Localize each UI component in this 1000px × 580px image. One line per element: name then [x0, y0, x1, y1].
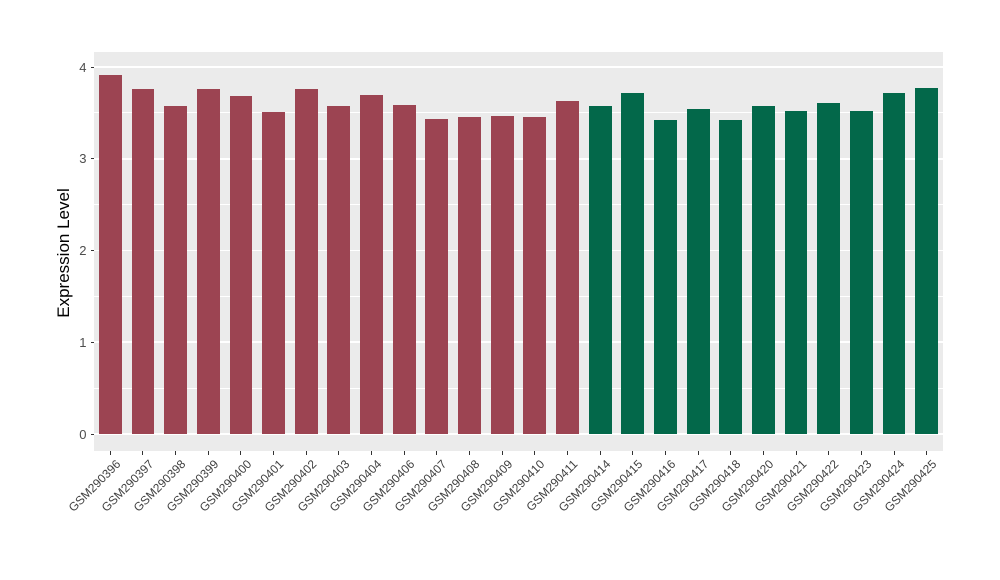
x-tick-mark — [860, 451, 862, 455]
x-tick-mark — [501, 451, 503, 455]
bar — [588, 106, 612, 434]
bar — [458, 117, 481, 434]
x-tick-mark — [371, 451, 373, 455]
major-gridline — [94, 433, 943, 435]
plot-panel — [94, 52, 943, 451]
major-gridline — [94, 66, 943, 68]
x-tick-mark — [469, 451, 471, 455]
x-tick-mark — [730, 451, 732, 455]
bar — [556, 100, 579, 434]
bar — [849, 111, 873, 434]
y-tick-mark — [90, 66, 94, 68]
major-gridline — [94, 249, 943, 252]
x-tick-mark — [762, 451, 764, 455]
y-tick-label: 4 — [79, 59, 87, 75]
bar — [262, 111, 285, 434]
bar — [360, 94, 383, 434]
major-gridline — [94, 157, 943, 160]
x-tick-mark — [207, 451, 209, 455]
bar — [817, 102, 841, 434]
bar — [392, 104, 416, 434]
x-tick-mark — [305, 451, 307, 455]
x-tick-mark — [632, 451, 634, 455]
y-tick-mark — [90, 341, 94, 343]
minor-gridline — [94, 295, 943, 297]
minor-gridline — [94, 112, 943, 114]
x-tick-mark — [893, 451, 895, 455]
y-tick-mark — [90, 433, 94, 435]
x-tick-mark — [240, 451, 242, 455]
bar — [686, 109, 710, 434]
y-tick-label: 3 — [79, 151, 87, 167]
x-tick-mark — [697, 451, 699, 455]
y-tick-mark — [90, 158, 94, 160]
x-tick-mark — [795, 451, 797, 455]
y-tick-label: 2 — [79, 243, 87, 258]
bar — [327, 105, 351, 434]
bar — [751, 105, 775, 434]
bar — [882, 92, 906, 434]
bar — [98, 75, 122, 434]
x-tick-mark — [142, 451, 144, 455]
bar — [523, 117, 547, 434]
x-tick-mark — [436, 451, 438, 455]
bar — [915, 88, 939, 434]
x-tick-mark — [599, 451, 601, 455]
x-tick-mark — [566, 451, 568, 455]
bar — [164, 106, 188, 434]
bar — [621, 92, 645, 434]
y-tick-label: 0 — [79, 426, 87, 442]
x-tick-mark — [926, 451, 928, 455]
minor-gridline — [94, 387, 943, 389]
y-tick-mark — [90, 250, 94, 251]
bar — [490, 115, 514, 434]
x-tick-mark — [664, 451, 666, 455]
x-tick-mark — [534, 451, 536, 455]
bar — [654, 120, 677, 434]
bar — [229, 96, 253, 434]
major-gridline — [94, 341, 943, 344]
bar — [425, 119, 449, 434]
bar — [294, 89, 318, 434]
bar — [131, 89, 155, 434]
bar — [719, 120, 743, 434]
bar — [784, 111, 808, 434]
bar — [196, 89, 220, 434]
y-tick-label: 1 — [79, 334, 87, 350]
x-tick-mark — [109, 451, 111, 455]
x-tick-mark — [828, 451, 830, 455]
x-tick-mark — [175, 451, 177, 455]
x-tick-mark — [403, 451, 405, 455]
x-tick-mark — [338, 451, 340, 455]
x-tick-mark — [273, 451, 275, 455]
minor-gridline — [94, 204, 943, 206]
